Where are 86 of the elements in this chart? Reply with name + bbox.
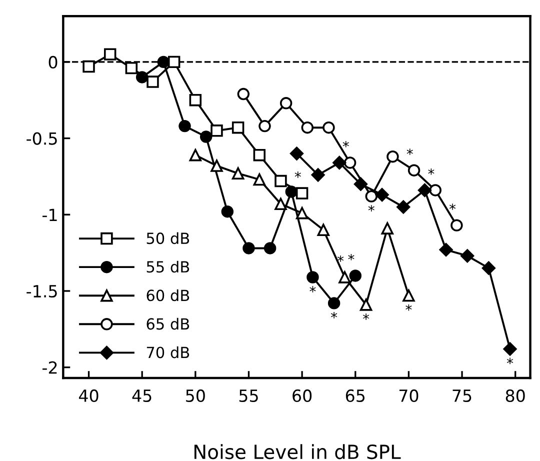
point — [210, 160, 223, 172]
point — [242, 242, 255, 254]
point — [429, 184, 442, 196]
annotation: * — [449, 204, 456, 210]
annotation: * — [337, 255, 344, 262]
point — [408, 164, 420, 176]
y-tick-label: -2 — [42, 361, 57, 374]
y-tick-label: -1 — [42, 208, 57, 221]
point — [306, 271, 319, 284]
point — [396, 200, 410, 214]
point — [311, 168, 325, 182]
point — [264, 242, 276, 254]
point — [253, 173, 266, 186]
point — [104, 48, 116, 60]
point — [258, 120, 271, 132]
point — [386, 150, 399, 163]
point — [482, 261, 496, 275]
point — [460, 249, 474, 263]
annotation: * — [310, 286, 316, 292]
x-tick-label: 45 — [132, 390, 152, 402]
point — [338, 271, 351, 284]
annotation: * — [331, 312, 338, 318]
point — [178, 120, 191, 132]
x-tick-label: 75 — [452, 390, 472, 402]
legend-label: 55 dB — [146, 260, 190, 273]
point — [136, 71, 148, 84]
legend-label: 65 dB — [146, 318, 190, 330]
point — [439, 242, 453, 257]
legend-label: 60 dB — [146, 289, 190, 302]
x-tick-label: 55 — [239, 390, 258, 402]
point — [301, 121, 314, 134]
annotation: * — [342, 140, 349, 148]
x-tick-label: 80 — [506, 389, 525, 402]
point — [375, 188, 389, 202]
point — [402, 289, 415, 302]
point — [146, 76, 159, 88]
point — [503, 342, 517, 356]
point — [280, 97, 292, 110]
legend-label: 50 dB — [146, 232, 190, 244]
x-tick-label: 60 — [292, 389, 312, 402]
x-axis-title: Noise Level in dB SPL — [194, 444, 401, 460]
point — [381, 222, 394, 234]
point — [232, 167, 244, 180]
point — [296, 187, 308, 200]
x-tick-label: 65 — [346, 389, 365, 402]
point — [365, 190, 378, 202]
annotation: * — [406, 304, 412, 311]
point — [125, 62, 138, 74]
point — [189, 148, 202, 162]
point — [274, 198, 287, 210]
point — [82, 60, 95, 73]
point — [317, 224, 330, 236]
x-tick-label: 40 — [78, 389, 98, 402]
point — [200, 130, 212, 143]
point — [418, 183, 432, 198]
annotation: * — [348, 254, 354, 260]
point — [322, 121, 335, 134]
point — [221, 205, 234, 218]
point — [232, 121, 244, 134]
point — [344, 156, 356, 169]
x-tick-label: 50 — [186, 389, 205, 402]
point — [290, 146, 304, 160]
point — [237, 88, 250, 100]
point — [189, 94, 202, 106]
point — [450, 219, 463, 232]
annotation: * — [362, 314, 370, 320]
annotation: * — [294, 172, 301, 178]
annotation: * — [368, 205, 374, 212]
y-tick-label: -0.5 — [26, 132, 57, 145]
point — [332, 156, 346, 170]
point — [253, 148, 266, 162]
point — [328, 297, 340, 310]
point — [274, 174, 287, 188]
point — [360, 298, 372, 311]
annotation: * — [428, 168, 434, 175]
point — [210, 124, 223, 137]
point — [354, 177, 368, 191]
y-tick-label: -1.5 — [26, 285, 57, 298]
point — [296, 206, 308, 220]
annotation: * — [506, 358, 514, 364]
point — [168, 56, 180, 68]
point — [349, 270, 362, 282]
y-tick-label: 0 — [48, 56, 58, 69]
legend-label: 70 dB — [146, 346, 190, 358]
x-tick-label: 70 — [399, 389, 418, 402]
annotation: * — [406, 148, 413, 155]
